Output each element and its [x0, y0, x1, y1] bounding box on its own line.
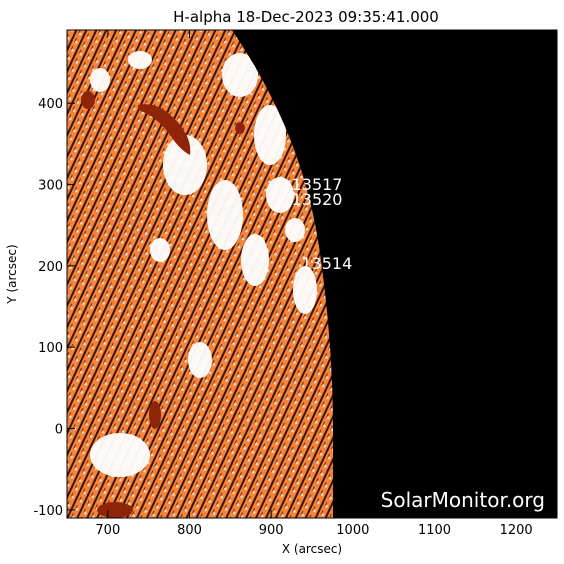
active-region-label: 13514	[301, 254, 352, 273]
x-tick-label: 800	[177, 523, 202, 538]
x-tick-label: 1100	[418, 523, 451, 538]
plot-frame	[66, 29, 558, 519]
x-tick-label: 1000	[336, 523, 369, 538]
y-tick-label: 200	[38, 260, 63, 275]
x-tick-label: 900	[259, 523, 284, 538]
active-region-label: 13520	[292, 190, 343, 209]
y-axis: -100 0 100 200 300 400	[33, 97, 557, 519]
y-tick-label: 300	[38, 179, 63, 194]
x-tick-label: 700	[95, 523, 120, 538]
watermark: SolarMonitor.org	[381, 488, 545, 512]
plage-regions	[90, 51, 317, 477]
y-tick-label: 400	[38, 97, 63, 112]
y-tick-label: -100	[33, 504, 63, 519]
chart-title: H-alpha 18-Dec-2023 09:35:41.000	[173, 8, 439, 26]
y-tick-label: 0	[55, 423, 63, 438]
x-axis: 700 800 900 1000 1100 1200	[95, 30, 533, 538]
y-tick-label: 100	[38, 341, 63, 356]
dark-filaments	[81, 91, 245, 518]
y-axis-label: Y (arcsec)	[5, 244, 19, 304]
x-tick-label: 1200	[500, 523, 533, 538]
x-axis-label: X (arcsec)	[282, 542, 342, 556]
active-region-label: 13517	[292, 175, 343, 194]
